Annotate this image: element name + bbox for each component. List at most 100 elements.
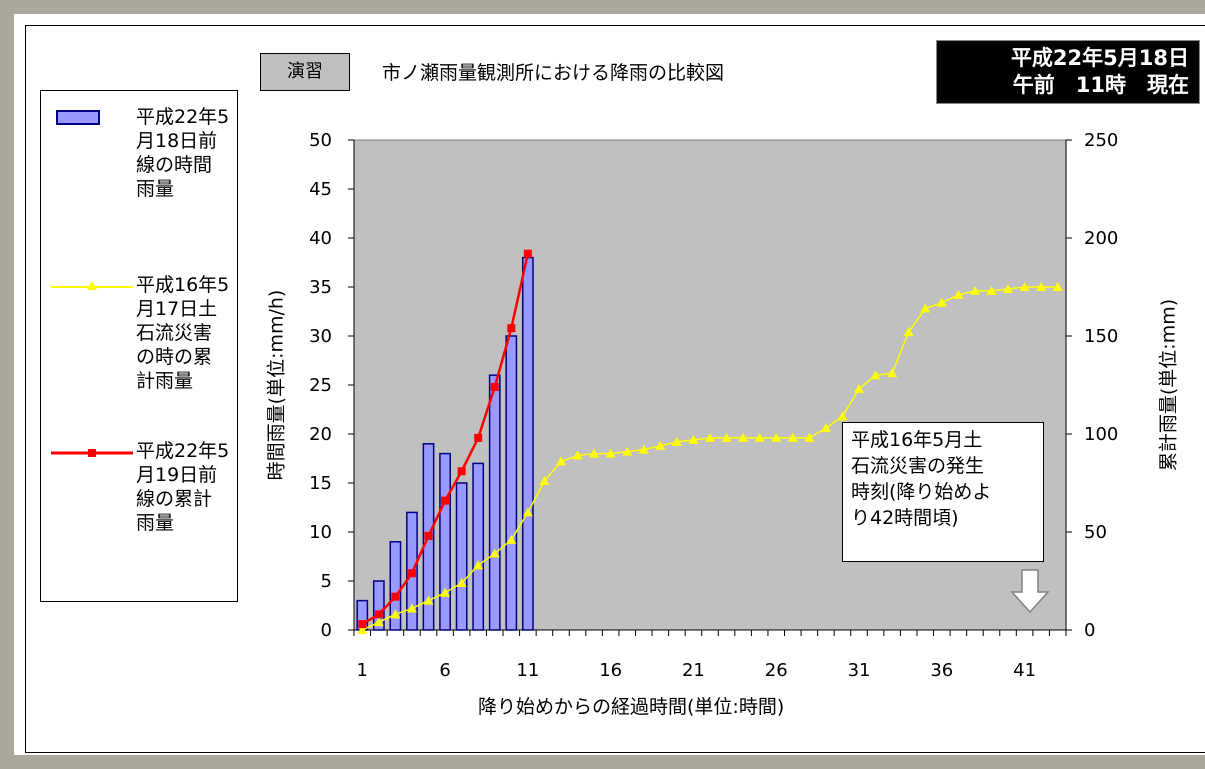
square-point xyxy=(358,620,367,629)
triangle-point xyxy=(473,560,484,570)
square-line-icon xyxy=(51,449,133,457)
triangle-point xyxy=(936,297,947,307)
triangle-point xyxy=(572,450,583,460)
triangle-point xyxy=(440,587,451,597)
triangle-point xyxy=(489,548,500,558)
y-right-tick-label: 50 xyxy=(1084,522,1107,543)
legend-label-line: 月18日前 xyxy=(136,130,218,152)
y-right-tick-label: 250 xyxy=(1084,130,1118,151)
triangle-point xyxy=(539,476,550,486)
x-tick-label: 36 xyxy=(930,660,953,681)
legend: 平成22年5 月18日前 線の時間 雨量 平成16年5 月17日土 石流災害 の… xyxy=(40,90,238,602)
triangle-point xyxy=(1019,282,1030,291)
triangle-point xyxy=(638,444,649,454)
triangle-point xyxy=(787,432,798,442)
x-tick-label: 6 xyxy=(439,660,450,681)
bar xyxy=(439,452,451,631)
y-left-tick-label: 30 xyxy=(309,326,332,347)
legend-label-line: 平成22年5 xyxy=(136,440,230,462)
legend-label-line: 雨量 xyxy=(136,178,175,200)
legend-label-line: 平成16年5 xyxy=(136,274,230,296)
triangle-point xyxy=(903,327,914,337)
square-point xyxy=(424,531,433,540)
bar xyxy=(455,482,468,631)
bar xyxy=(389,541,402,631)
bar xyxy=(505,335,518,631)
triangle-point xyxy=(738,432,749,442)
legend-label-line: 月17日土 xyxy=(136,298,218,320)
triangle-point xyxy=(820,423,831,433)
y-left-tick-label: 5 xyxy=(321,571,332,592)
y-left-tick-label: 50 xyxy=(309,130,332,151)
triangle-point xyxy=(357,625,368,634)
annotation-line: 平成16年5月土 xyxy=(851,429,983,451)
square-point xyxy=(441,496,450,505)
annotation-line: り42時間頃) xyxy=(851,507,959,529)
triangle-point xyxy=(854,383,865,393)
legend-label: 平成16年5 月17日土 石流災害 の時の累 計雨量 xyxy=(136,273,236,393)
y-left-tick-label: 40 xyxy=(309,228,332,249)
triangle-point xyxy=(373,617,384,627)
bar xyxy=(521,256,534,631)
square-point xyxy=(490,382,499,391)
square-point xyxy=(474,433,483,442)
time-line: 午前 11時 現在 xyxy=(1012,73,1189,97)
triangle-point xyxy=(605,448,616,458)
legend-label-line: の時の累 xyxy=(136,346,213,368)
legend-label-line: 平成22年5 xyxy=(136,106,230,128)
y-left-tick-label: 45 xyxy=(309,179,332,200)
legend-label-line: 雨量 xyxy=(136,512,175,534)
square-point xyxy=(407,569,416,578)
x-tick-label: 11 xyxy=(516,660,539,681)
x-tick-label: 16 xyxy=(599,660,622,681)
square-point xyxy=(507,324,516,333)
triangle-point xyxy=(423,595,434,605)
chart-title: 市ノ瀬雨量観測所における降雨の比較図 xyxy=(382,62,725,84)
triangle-point xyxy=(804,432,815,442)
triangle-point xyxy=(390,609,401,619)
triangle-point xyxy=(1052,282,1063,291)
legend-label-line: 石流災害 xyxy=(136,322,213,344)
triangle-point xyxy=(688,434,699,444)
triangle-point xyxy=(622,446,633,456)
triangle-point xyxy=(522,507,533,517)
y-left-tick-label: 20 xyxy=(309,424,332,445)
triangle-point xyxy=(870,370,881,380)
y-left-tick-label: 15 xyxy=(309,473,332,494)
triangle-point xyxy=(920,303,931,313)
y-left-tick-label: 10 xyxy=(309,522,332,543)
triangle-point xyxy=(1003,283,1014,293)
triangle-point xyxy=(589,448,600,458)
triangle-point xyxy=(555,456,566,466)
legend-label-line: 月19日前 xyxy=(136,464,218,486)
square-point xyxy=(523,249,532,258)
x-axis-label: 降り始めからの経過時間(単位:時間) xyxy=(478,696,785,718)
y-axis-left-label-text: 時間雨量(単位:mm/h) xyxy=(265,289,288,481)
triangle-point xyxy=(754,432,765,442)
triangle-point xyxy=(771,432,782,442)
bar xyxy=(372,580,385,631)
bar xyxy=(488,374,501,631)
y-left-tick-label: 35 xyxy=(309,277,332,298)
down-arrow-icon xyxy=(1010,569,1050,614)
triangle-point xyxy=(721,432,732,442)
annotation-line: 時刻(降り始めよ xyxy=(851,481,992,503)
legend-label: 平成22年5 月19日前 線の累計 雨量 xyxy=(136,439,236,535)
legend-label: 平成22年5 月18日前 線の時間 雨量 xyxy=(136,105,236,201)
date-box: 平成22年5月18日 午前 11時 現在 xyxy=(936,40,1200,104)
x-tick-label: 21 xyxy=(682,660,705,681)
y-right-tick-label: 100 xyxy=(1084,424,1118,445)
x-tick-label: 31 xyxy=(848,660,871,681)
legend-label-line: 線の時間 xyxy=(136,154,213,176)
x-tick-label: 26 xyxy=(765,660,788,681)
triangle-point xyxy=(705,432,715,442)
square-point xyxy=(374,610,383,619)
triangle-point xyxy=(655,440,666,450)
bar xyxy=(472,462,485,631)
date-line: 平成22年5月18日 xyxy=(1010,46,1189,70)
square-point xyxy=(457,467,466,476)
legend-label-line: 計雨量 xyxy=(136,370,194,392)
x-tick-label: 41 xyxy=(1013,660,1036,681)
